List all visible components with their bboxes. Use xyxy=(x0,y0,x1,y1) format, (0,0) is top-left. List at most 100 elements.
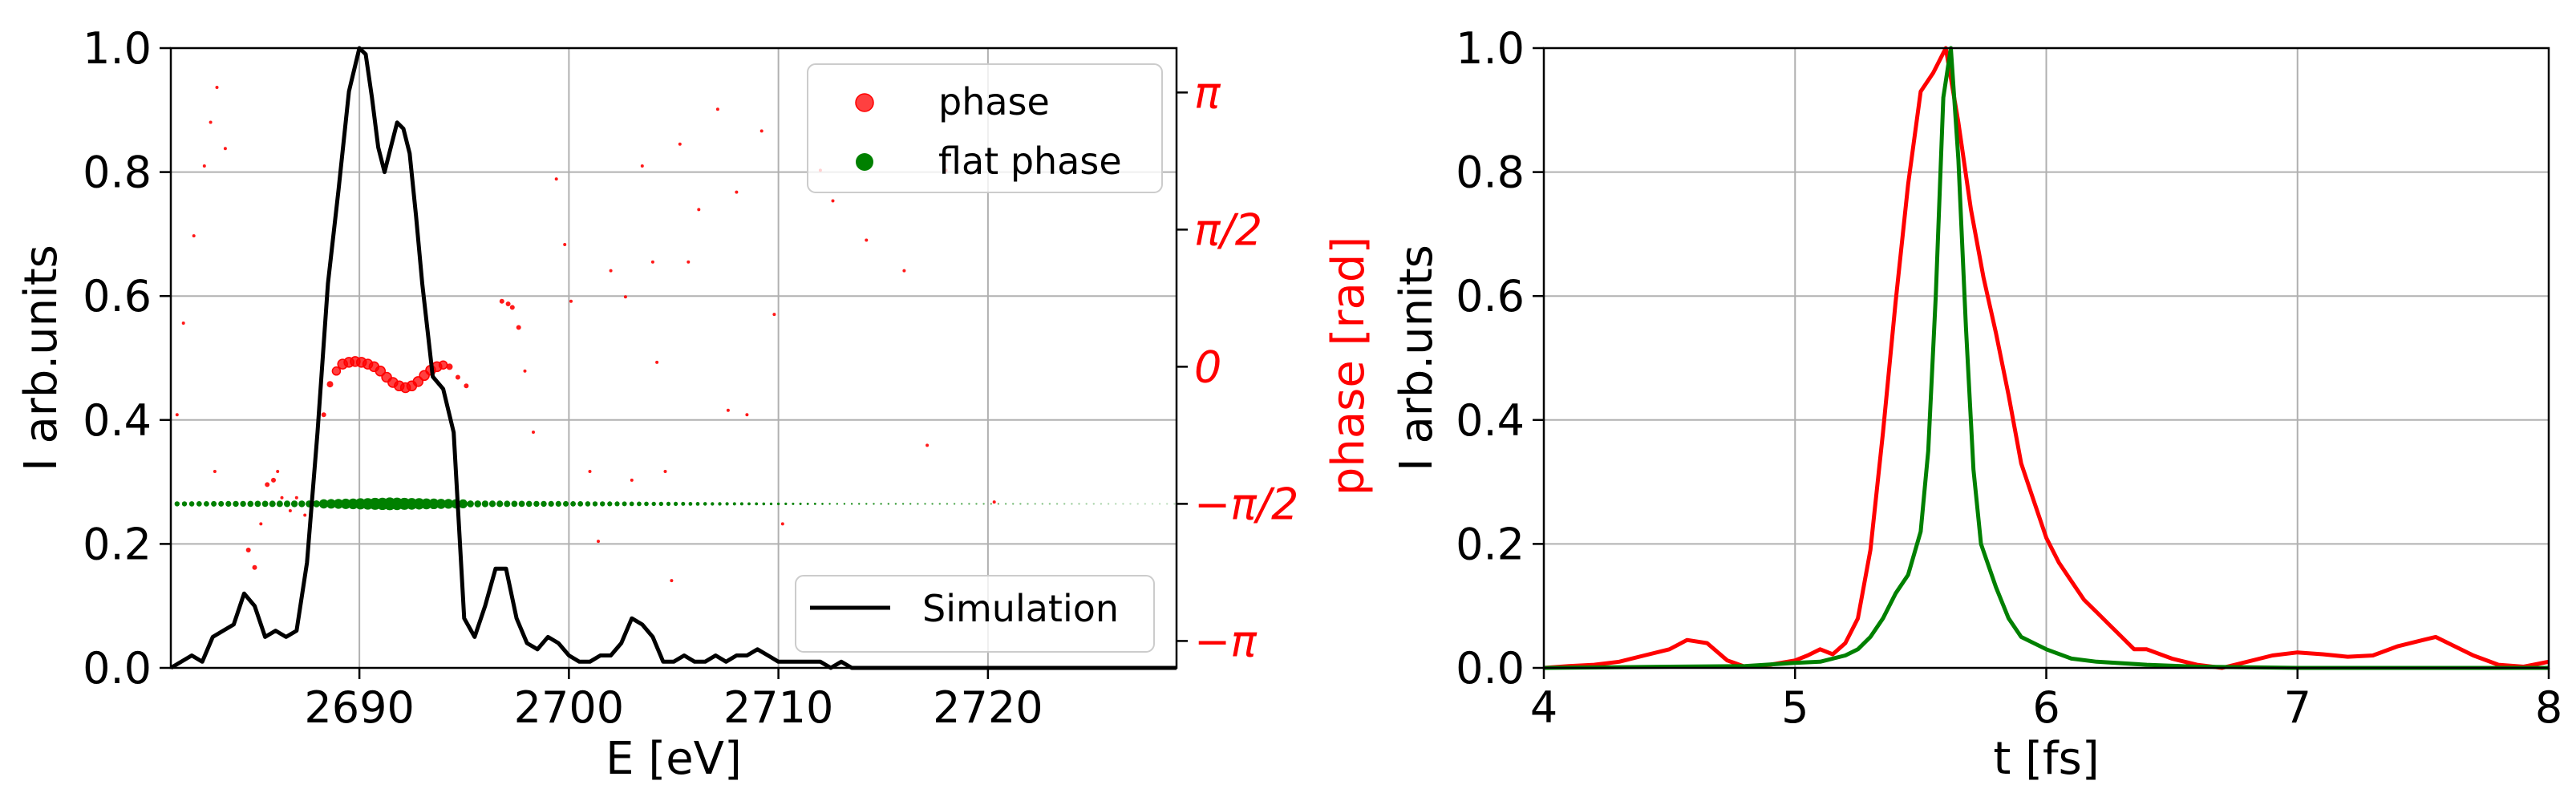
y-tick-label: 0.6 xyxy=(83,271,152,322)
phase-point xyxy=(640,164,644,168)
flat-phase-point xyxy=(218,500,225,507)
flat-phase-point xyxy=(747,502,751,506)
flat-phase-point xyxy=(1004,503,1007,505)
flat-phase-point xyxy=(428,498,439,510)
flat-phase-point xyxy=(982,503,985,505)
x-tick-label: 5 xyxy=(1781,682,1808,733)
legend-lines: Simulation xyxy=(795,575,1155,653)
y2-tick-label: π/2 xyxy=(1194,204,1262,255)
flat-phase-point xyxy=(865,503,868,505)
phase-point xyxy=(464,383,469,389)
flat-phase-point xyxy=(488,500,496,508)
phase-point xyxy=(516,325,521,330)
flat-phase-point xyxy=(225,500,232,508)
flat-phase-point xyxy=(1085,503,1088,505)
phase-point xyxy=(759,129,763,133)
x-tick-label: 2690 xyxy=(304,682,414,733)
phase-point xyxy=(175,413,179,417)
flat-phase-point xyxy=(968,503,970,505)
simulation-line xyxy=(169,46,1177,670)
flat-phase-point xyxy=(858,503,861,505)
y-tick-label: 0.8 xyxy=(83,148,152,198)
legend-simulation-label: Simulation xyxy=(922,587,1119,630)
flat-phase-point xyxy=(1041,503,1044,505)
phase-point xyxy=(735,190,739,194)
y2-tick-label: −π xyxy=(1194,616,1258,666)
y-tick-label: 0.2 xyxy=(83,519,152,569)
phase-point xyxy=(831,199,835,203)
flat-phase-point xyxy=(674,501,678,507)
phase-point xyxy=(780,522,784,526)
flat-phase-point xyxy=(688,502,693,506)
flat-phase-point xyxy=(518,500,525,508)
flat-phase-point xyxy=(555,500,561,508)
phase-point xyxy=(663,470,667,473)
flat-phase-point xyxy=(718,502,722,506)
flat-phase-point xyxy=(813,503,816,505)
flat-phase-point xyxy=(917,503,919,505)
x-tick-label: 8 xyxy=(2535,682,2562,733)
flat-phase-point xyxy=(1071,503,1073,505)
phase-point xyxy=(623,295,627,299)
x-tick-label: 6 xyxy=(2032,682,2060,733)
legend-box xyxy=(807,63,1163,193)
flat-phase-point xyxy=(880,503,882,505)
flat-phase-point xyxy=(458,499,468,509)
flat-phase-point xyxy=(629,501,634,507)
flat-phase-point xyxy=(769,502,773,506)
flat-phase-point xyxy=(196,501,202,507)
flat-phase-point xyxy=(340,498,351,509)
flat-phase-point xyxy=(211,500,217,507)
flat-phase-point xyxy=(843,503,846,505)
y-tick-label: 0.8 xyxy=(1456,148,1525,198)
phase-point xyxy=(245,548,251,552)
flat-phase-point xyxy=(233,500,239,508)
phase-point xyxy=(438,360,448,370)
y-tick-label: 0.6 xyxy=(1456,271,1525,322)
flat-phase-point xyxy=(1019,503,1022,505)
flat-phase-point xyxy=(997,503,1000,505)
flat-phase-point xyxy=(836,503,839,505)
flat-phase-point xyxy=(711,502,715,506)
flat-phase-point xyxy=(873,503,875,505)
flat-phase-point xyxy=(637,501,642,507)
phase-point xyxy=(670,579,674,583)
phase-point xyxy=(509,305,515,310)
flat-phase-point xyxy=(481,500,489,508)
flat-phase-point xyxy=(326,499,336,509)
flat-phase-point xyxy=(666,501,671,507)
flat-phase-point xyxy=(975,503,978,505)
flat-phase-point xyxy=(269,500,276,508)
y2-tick-label: π xyxy=(1194,67,1221,118)
phase-point xyxy=(902,269,906,273)
phase-point xyxy=(563,243,567,246)
flat-phase-point xyxy=(938,503,942,505)
flat-phase-point xyxy=(444,499,454,509)
flat-phase-point xyxy=(474,500,481,508)
flat-phase-point xyxy=(548,500,554,508)
phase-point xyxy=(181,322,185,325)
phase-point xyxy=(726,408,730,412)
flat-phase-point xyxy=(1166,503,1169,505)
right-panel: 4 5 6 7 8 0.0 0.2 0.4 0.6 0.8 1.0 t [fs] I arb.units xyxy=(1391,23,2562,785)
y-axis-label: I arb.units xyxy=(1391,245,1443,471)
phase-point xyxy=(569,299,573,303)
flat-phase-point xyxy=(821,503,824,505)
flat-phase-point xyxy=(1107,503,1110,505)
flat-phase-point xyxy=(776,502,780,506)
phase-point xyxy=(213,470,217,473)
flat-phase-point xyxy=(1092,503,1096,505)
flat-phase-point xyxy=(887,503,890,505)
phase-point xyxy=(772,313,776,317)
flat-phase-point xyxy=(953,503,956,505)
flat-phase-point xyxy=(1100,503,1103,505)
flat-phase-point xyxy=(247,500,254,508)
flat-phase-point xyxy=(240,500,246,508)
flat-phase-point xyxy=(254,500,261,508)
y-tick-label: 0.4 xyxy=(83,395,152,446)
green-series-line xyxy=(1543,46,2549,670)
flat-phase-point xyxy=(290,500,298,508)
flat-phase-point xyxy=(1151,503,1154,505)
flat-phase-point xyxy=(600,501,606,507)
